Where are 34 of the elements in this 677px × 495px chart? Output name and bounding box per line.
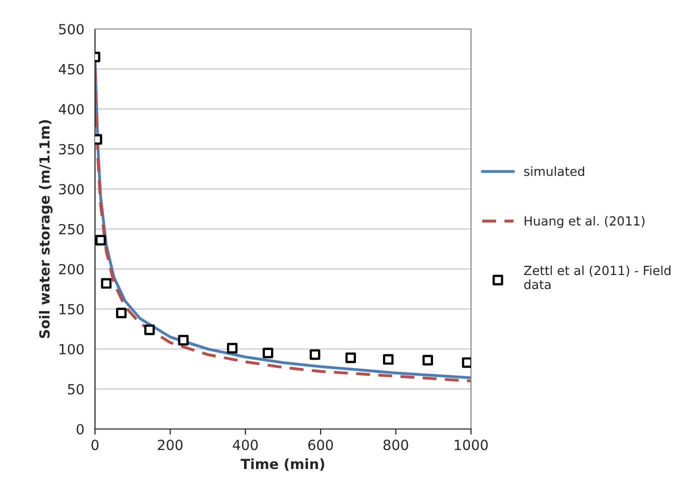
point — [310, 349, 320, 360]
x-tick-label: 800 — [383, 440, 408, 450]
legend-label: simulated — [524, 166, 584, 176]
point — [101, 278, 112, 289]
y-tick-label: 0 — [76, 424, 84, 434]
y-tick-label: 450 — [58, 64, 84, 74]
x-tick-label: 600 — [308, 440, 333, 450]
x-tick-label: 0 — [91, 440, 98, 450]
point — [95, 234, 106, 246]
point — [116, 308, 127, 318]
y-tick-label: 300 — [59, 184, 84, 194]
x-tick-label: 1000 — [454, 440, 488, 450]
point — [226, 342, 238, 354]
point — [345, 352, 356, 364]
y-tick-label: 250 — [59, 224, 84, 234]
y-tick-label: 500 — [59, 24, 84, 34]
y-tick-label: 400 — [58, 104, 84, 114]
x-tick-label: 200 — [158, 440, 183, 450]
point — [262, 348, 274, 358]
y-tick-label: 150 — [60, 304, 84, 314]
y-axis-title: Soil water storage (m/1.1m) — [38, 120, 53, 338]
legend-label: Huang et al. (2011) — [524, 216, 644, 228]
point — [422, 354, 434, 366]
x-tick-label: 400 — [232, 440, 258, 450]
y-tick-label: 200 — [59, 264, 84, 274]
point — [383, 354, 394, 365]
y-tick-label: 100 — [60, 344, 84, 354]
point — [462, 357, 471, 368]
x-axis-title: Time (min) — [240, 458, 324, 471]
point — [178, 334, 189, 346]
y-tick-label: 350 — [59, 144, 84, 154]
legend-label: Zettl et al (2011) - Field data — [524, 266, 670, 290]
y-tick-label: 50 — [68, 384, 84, 394]
point — [144, 324, 155, 336]
